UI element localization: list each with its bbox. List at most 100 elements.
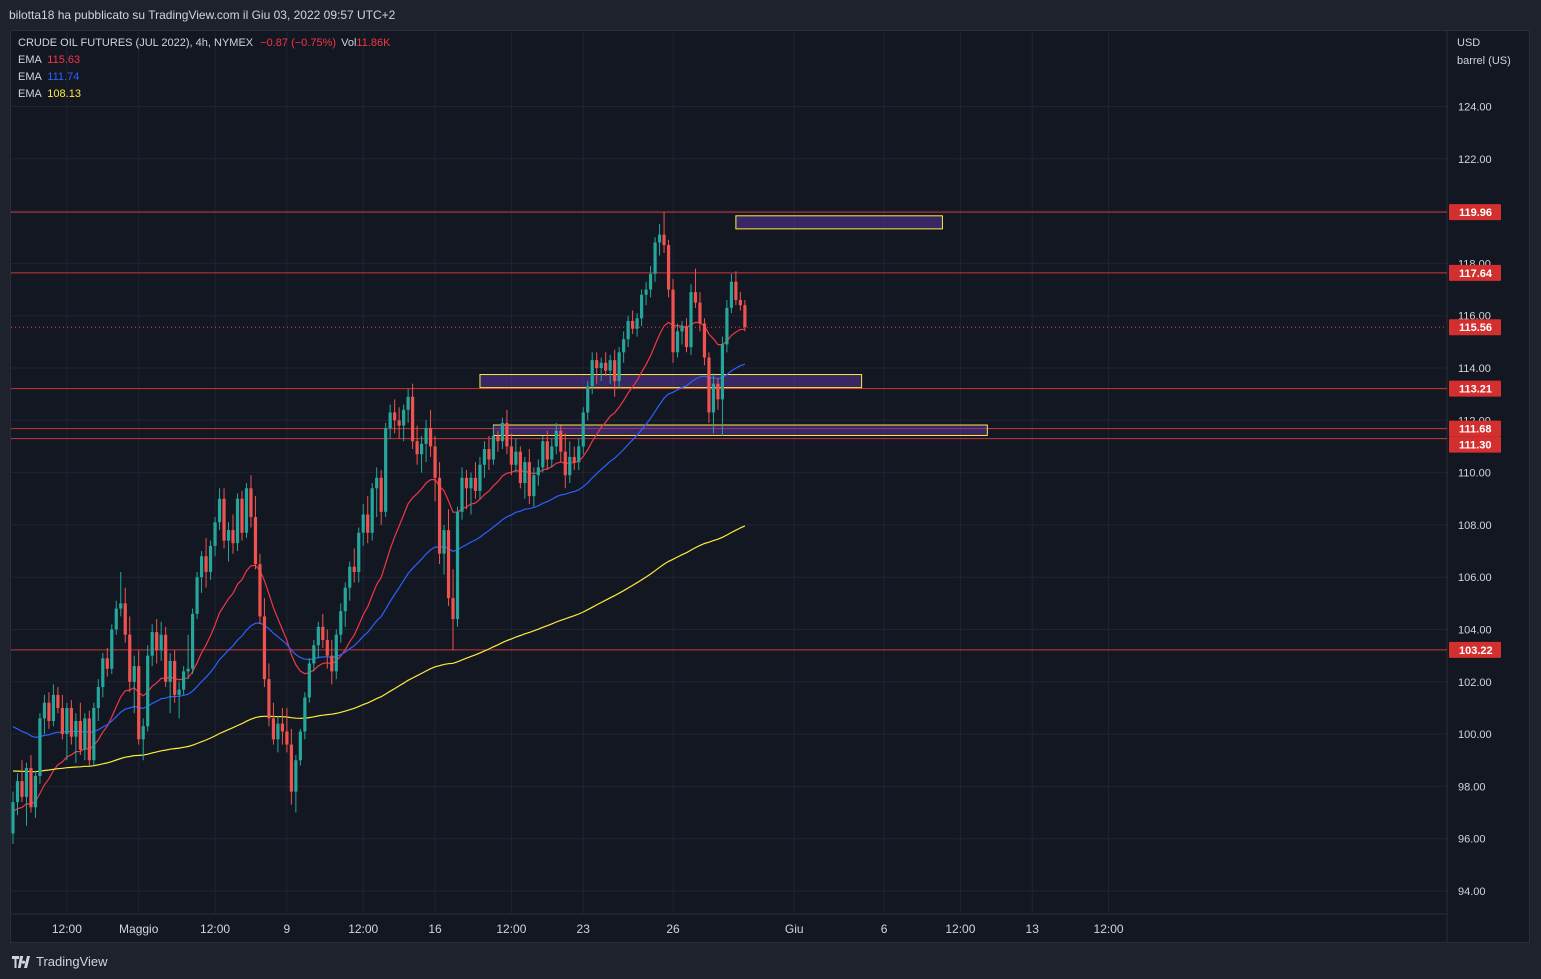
- candle-body: [693, 292, 698, 303]
- candle-body: [581, 412, 585, 447]
- candle-body: [47, 702, 51, 722]
- candle-body: [226, 530, 231, 541]
- candle-body: [590, 360, 594, 387]
- candle-body: [173, 660, 177, 695]
- candle: [146, 645, 150, 732]
- ema-row-3[interactable]: EMA 108.13: [18, 86, 390, 103]
- candle-body: [244, 488, 249, 533]
- tradingview-logo[interactable]: TradingView: [12, 954, 108, 969]
- candle-body: [146, 655, 150, 727]
- time-tick-label: 26: [666, 922, 680, 936]
- price-tick-label: 124.00: [1458, 102, 1492, 114]
- candle: [334, 629, 338, 680]
- candle-body: [361, 514, 365, 533]
- candle: [370, 483, 374, 541]
- ema-1-value: 115.63: [47, 54, 81, 66]
- candle-body: [208, 545, 213, 572]
- candle: [698, 292, 702, 332]
- candle: [312, 639, 316, 672]
- candle-body: [402, 409, 406, 426]
- candle-body: [96, 687, 100, 708]
- candle-body: [388, 412, 392, 429]
- ema-fast-line: [12, 321, 745, 813]
- candle-body: [716, 383, 720, 400]
- candle-body: [155, 632, 159, 651]
- candle-body: [56, 694, 60, 708]
- candle: [384, 422, 388, 518]
- candle-body: [11, 802, 15, 834]
- candle: [595, 352, 599, 384]
- candle: [532, 467, 536, 507]
- candle: [702, 318, 707, 366]
- candle-body: [33, 775, 38, 808]
- candle: [87, 710, 91, 766]
- candle: [640, 289, 644, 327]
- candle: [514, 438, 518, 473]
- ema-row-1[interactable]: EMA 115.63: [18, 52, 390, 69]
- price-level-badge: 111.68: [1449, 420, 1501, 437]
- candle: [738, 292, 742, 311]
- candle-body: [168, 660, 172, 682]
- candle: [141, 718, 145, 761]
- candle-body: [532, 475, 536, 497]
- candle-body: [182, 671, 186, 690]
- time-tick-label: 12:00: [348, 922, 378, 936]
- candle-body: [523, 462, 527, 484]
- candle: [325, 629, 329, 669]
- candle: [604, 352, 608, 376]
- candle: [271, 702, 276, 745]
- candle-body: [653, 242, 657, 274]
- candle-body: [352, 566, 356, 572]
- candle: [388, 404, 392, 439]
- candle-body: [613, 360, 617, 382]
- price-tick-label: 106.00: [1458, 572, 1492, 584]
- candle: [496, 430, 500, 452]
- candle-body: [545, 441, 549, 460]
- candle: [680, 320, 684, 345]
- candle-body: [644, 289, 648, 295]
- price-level-badge: 119.96: [1449, 204, 1501, 221]
- time-tick-label: 13: [1026, 922, 1040, 936]
- time-tick-label: 12:00: [52, 922, 82, 936]
- ema-2-label: EMA: [18, 71, 42, 83]
- candle: [716, 378, 720, 410]
- badge-text: 119.96: [1459, 207, 1492, 219]
- candle-body: [671, 289, 675, 353]
- candle-body: [657, 234, 662, 243]
- candle-body: [141, 726, 145, 740]
- candle: [563, 433, 567, 489]
- candle: [159, 621, 163, 661]
- candle-body: [348, 566, 352, 588]
- candle: [419, 435, 424, 473]
- candle-body: [307, 663, 311, 698]
- candle: [406, 388, 410, 423]
- candle-body: [235, 498, 240, 544]
- candle-body: [164, 634, 168, 682]
- chart-panel[interactable]: [10, 30, 1530, 943]
- time-tick-label: 12:00: [1094, 922, 1124, 936]
- candle-body: [15, 781, 20, 803]
- candle: [262, 598, 267, 688]
- candle: [550, 438, 554, 468]
- candle: [208, 540, 213, 580]
- candle: [168, 653, 172, 714]
- ema-row-2[interactable]: EMA 111.74: [18, 69, 390, 86]
- candle-body: [110, 629, 114, 669]
- candle: [523, 456, 527, 499]
- grid-lines: [11, 31, 1447, 914]
- candle-body: [393, 412, 397, 421]
- candle-body: [343, 587, 347, 612]
- time-tick-label: Giu: [785, 922, 804, 936]
- candle: [285, 707, 289, 753]
- candle: [348, 561, 352, 601]
- candle-body: [370, 488, 374, 533]
- candle-body: [586, 386, 590, 413]
- candle: [343, 582, 347, 627]
- candle: [42, 694, 47, 735]
- ema-3-label: EMA: [18, 88, 42, 100]
- candle: [38, 713, 42, 784]
- candle: [150, 624, 154, 667]
- candle-body: [473, 477, 478, 491]
- candle-body: [101, 658, 105, 688]
